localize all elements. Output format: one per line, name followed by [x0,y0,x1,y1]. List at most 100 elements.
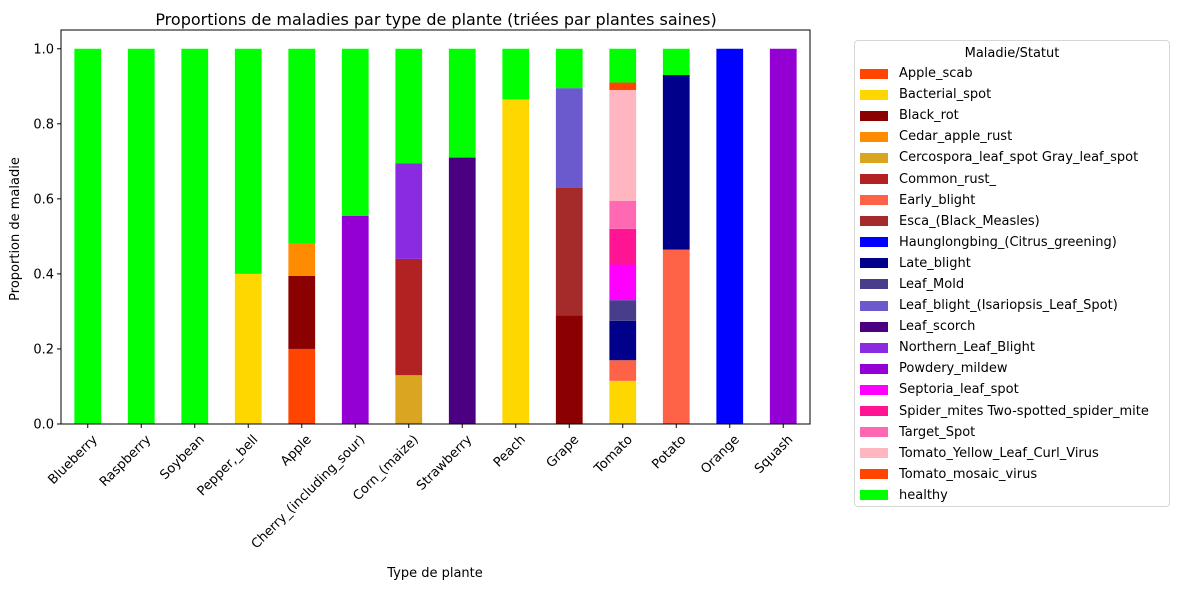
bar-segment [234,48,262,274]
legend-item: Apple_scab [855,63,1169,84]
legend-item: Bacterial_spot [855,84,1169,105]
legend-label: Septoria_leaf_spot [899,382,1019,398]
bar-segment [555,315,583,424]
legend-label: Leaf_blight_(Isariopsis_Leaf_Spot) [899,298,1118,314]
legend-label: Powdery_mildew [899,361,1008,377]
bar-segment [662,249,690,424]
bar-segment [716,48,744,424]
legend-item: Target_Spot [855,422,1169,443]
x-tick-label: Squash [752,432,796,476]
bar-segment [609,360,637,381]
legend-label: Tomato_Yellow_Leaf_Curl_Virus [899,445,1099,461]
legend-item: Early_blight [855,190,1169,211]
bar-segment [555,187,583,316]
bar-segment [181,48,209,424]
legend-label: Haunglongbing_(Citrus_greening) [899,234,1117,250]
bar-segment [609,380,637,424]
x-axis-label: Type de plante [386,566,483,581]
y-tick-label: 0.8 [33,117,54,132]
chart-title: Proportions de maladies par type de plan… [155,10,716,29]
bar-segment [288,48,316,244]
legend: Maladie/Statut Apple_scab Bacterial_spot B… [854,40,1170,507]
legend-swatch [860,131,888,142]
bar-segment [341,48,369,216]
x-tick-label: Potato [649,432,689,472]
legend-label: Black_rot [899,108,959,124]
x-tick-label: Orange [698,432,743,477]
legend-swatch [860,406,888,417]
legend-item: Leaf_scorch [855,316,1169,337]
legend-item: Tomato_Yellow_Leaf_Curl_Virus [855,443,1169,464]
bar-segment [662,75,690,250]
legend-swatch [860,300,888,311]
bar-segment [769,48,797,424]
bar-segment [395,258,423,376]
bar-segment [609,228,637,265]
x-tick-label: Tomato [591,432,636,477]
legend-item: Haunglongbing_(Citrus_greening) [855,232,1169,253]
x-tick-label: Strawberry [414,432,476,494]
bar-segment [395,48,423,164]
legend-title: Maladie/Statut [964,46,1060,61]
bar-segment [502,48,530,100]
bar-segment [127,48,155,424]
legend-item: Esca_(Black_Measles) [855,211,1169,232]
bar-segment [448,157,476,424]
legend-label: Apple_scab [899,66,973,82]
legend-swatch [860,490,888,501]
bar-segment [448,48,476,158]
bar-segment [609,200,637,229]
legend-label: Bacterial_spot [899,87,992,103]
x-tick-label: Peach [491,432,529,470]
legend-label: Northern_Leaf_Blight [899,340,1035,356]
legend-item: Common_rust_ [855,168,1169,189]
legend-swatch [860,342,888,353]
y-axis-label: Proportion de maladie [8,157,23,301]
legend-item: Black_rot [855,105,1169,126]
legend-item: Northern_Leaf_Blight [855,337,1169,358]
bar-segment [288,243,316,276]
legend-swatch [860,258,888,269]
legend-swatch [860,279,888,290]
y-tick-label: 1.0 [33,42,54,57]
bar-segment [502,99,530,425]
bars-group [74,48,797,425]
legend-label: Cercospora_leaf_spot Gray_leaf_spot [899,150,1139,166]
x-tick-label: Raspberry [97,432,155,490]
legend-label: Target_Spot [899,424,976,440]
legend-swatch [860,195,888,206]
legend-item: Powdery_mildew [855,358,1169,379]
plot-frame [60,29,811,425]
legend-item: healthy [855,485,1169,506]
legend-item: Cercospora_leaf_spot Gray_leaf_spot [855,147,1169,168]
legend-label: Spider_mites Two-spotted_spider_mite [899,403,1149,419]
legend-swatch [860,68,888,79]
legend-swatch [860,152,888,163]
legend-label: Esca_(Black_Measles) [899,213,1040,229]
legend-swatch [860,384,888,395]
bar-segment [288,275,316,349]
y-tick-label: 0.2 [33,342,54,357]
x-tick-label: Apple [278,432,315,469]
legend-item: Late_blight [855,253,1169,274]
bar-segment [609,300,637,321]
legend-item: Cedar_apple_rust [855,126,1169,147]
bar-segment [609,264,637,301]
bar-segment [609,48,637,83]
legend-swatch [860,237,888,248]
legend-label: Early_blight [899,192,976,208]
legend-item: Septoria_leaf_spot [855,379,1169,400]
bar-segment [74,48,102,424]
legend-items: Apple_scab Bacterial_spot Black_rot Cedar_a… [855,63,1169,506]
legend-item: Leaf_Mold [855,274,1169,295]
legend-label: Common_rust_ [899,171,997,187]
bar-segment [609,82,637,91]
bar-segment [555,48,583,89]
legend-label: healthy [899,487,948,503]
bar-segment [662,48,690,76]
bar-segment [395,375,423,424]
bar-segment [341,215,369,424]
legend-swatch [860,321,888,332]
bar-segment [555,88,583,188]
